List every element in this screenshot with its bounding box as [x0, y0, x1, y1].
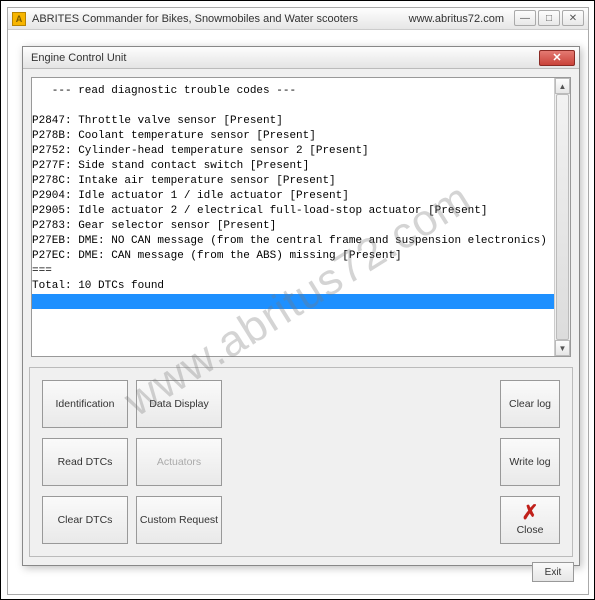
ecu-dialog: Engine Control Unit ✕ --- read diagnosti… — [22, 46, 580, 566]
main-title: ABRITES Commander for Bikes, Snowmobiles… — [32, 13, 409, 25]
log-textarea[interactable]: --- read diagnostic trouble codes --- P2… — [31, 77, 571, 357]
main-window: A ABRITES Commander for Bikes, Snowmobil… — [7, 7, 589, 595]
log-content: --- read diagnostic trouble codes --- P2… — [32, 78, 570, 294]
read-dtcs-button[interactable]: Read DTCs — [42, 438, 128, 486]
scroll-down-icon[interactable]: ▼ — [555, 340, 570, 356]
scroll-track[interactable] — [555, 94, 570, 340]
clear-dtcs-button[interactable]: Clear DTCs — [42, 496, 128, 544]
maximize-button[interactable]: □ — [538, 10, 560, 26]
close-icon: ✗ — [522, 504, 539, 522]
close-button[interactable]: ✗ Close — [500, 496, 560, 544]
scroll-thumb[interactable] — [556, 94, 569, 340]
close-label: Close — [517, 524, 544, 536]
ecu-titlebar: Engine Control Unit ✕ — [23, 47, 579, 69]
custom-request-button[interactable]: Custom Request — [136, 496, 222, 544]
close-window-button[interactable]: ✕ — [562, 10, 584, 26]
actuators-button: Actuators — [136, 438, 222, 486]
write-log-button[interactable]: Write log — [500, 438, 560, 486]
close-dialog-button[interactable]: ✕ — [539, 50, 575, 66]
minimize-button[interactable]: — — [514, 10, 536, 26]
app-icon: A — [12, 12, 26, 26]
main-titlebar: A ABRITES Commander for Bikes, Snowmobil… — [8, 8, 588, 30]
clear-log-button[interactable]: Clear log — [500, 380, 560, 428]
data-display-button[interactable]: Data Display — [136, 380, 222, 428]
log-scrollbar[interactable]: ▲ ▼ — [554, 78, 570, 356]
scroll-up-icon[interactable]: ▲ — [555, 78, 570, 94]
main-url: www.abritus72.com — [409, 13, 504, 25]
exit-button[interactable]: Exit — [532, 562, 574, 582]
window-controls: — □ ✕ — [514, 10, 584, 26]
button-panel: Identification Data Display Read DTCs Ac… — [29, 367, 573, 557]
identification-button[interactable]: Identification — [42, 380, 128, 428]
ecu-title: Engine Control Unit — [27, 52, 539, 64]
log-selection — [32, 294, 570, 309]
